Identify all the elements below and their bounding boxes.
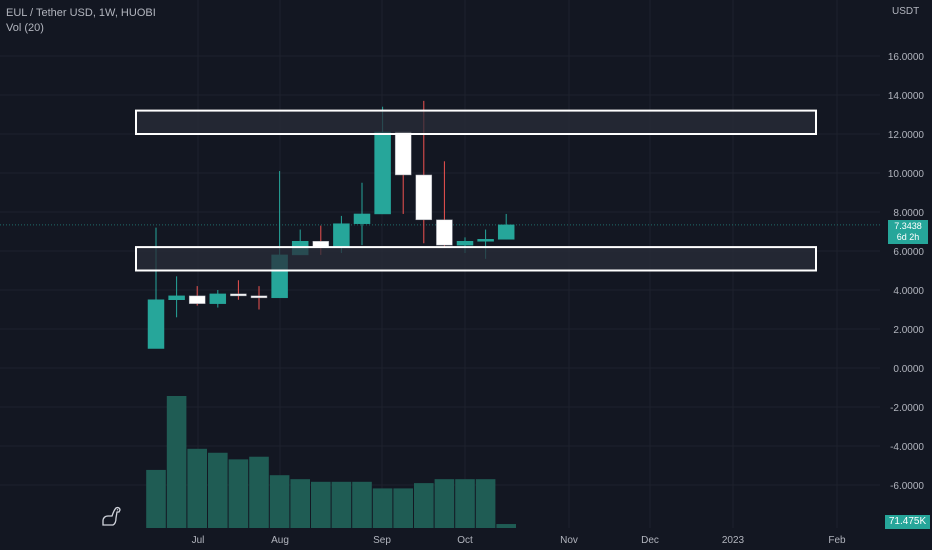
volume-bar bbox=[290, 479, 310, 528]
candle-body bbox=[209, 293, 227, 304]
volume-indicator-label[interactable]: Vol (20) bbox=[6, 22, 44, 34]
x-axis-tick-label: 2023 bbox=[722, 535, 745, 546]
volume-bar bbox=[187, 448, 207, 528]
volume-bar bbox=[434, 479, 455, 528]
volume-bar bbox=[166, 396, 187, 528]
candle-body bbox=[333, 223, 350, 248]
y-axis-tick-label: -4.0000 bbox=[890, 442, 924, 453]
price-zone-rectangle bbox=[135, 246, 817, 272]
candle-body bbox=[415, 174, 433, 221]
candle-body bbox=[147, 299, 165, 349]
symbol-title[interactable]: EUL / Tether USD, 1W, HUOBI bbox=[6, 7, 156, 19]
y-axis-tick-label: 6.0000 bbox=[893, 247, 924, 258]
volume-bar bbox=[414, 483, 434, 528]
candle-body bbox=[250, 295, 268, 299]
y-axis-tick-label: 4.0000 bbox=[893, 286, 924, 297]
x-axis-tick-label: Dec bbox=[641, 535, 659, 546]
chart-legend: EUL / Tether USD, 1W, HUOBI Vol (20) bbox=[6, 6, 156, 36]
y-axis-tick-label: -6.0000 bbox=[890, 481, 924, 492]
volume-bar bbox=[269, 475, 290, 528]
volume-bar bbox=[311, 481, 331, 528]
y-axis-tick-label: -2.0000 bbox=[890, 403, 924, 414]
tradingview-logo-icon[interactable] bbox=[100, 504, 124, 528]
y-axis-tick-label: 14.0000 bbox=[888, 91, 925, 102]
candle-body bbox=[477, 239, 494, 242]
candle-body bbox=[188, 295, 206, 304]
volume-bar bbox=[331, 481, 352, 528]
candle-body bbox=[353, 213, 371, 224]
volume-bar bbox=[228, 459, 249, 528]
candle-body bbox=[168, 295, 185, 301]
volume-bar bbox=[455, 479, 475, 528]
volume-bar bbox=[146, 469, 166, 528]
volume-bar bbox=[208, 452, 228, 528]
x-axis-tick-label: Feb bbox=[828, 535, 846, 546]
y-axis-tick-label: 16.0000 bbox=[888, 52, 925, 63]
x-axis-tick-label: Oct bbox=[457, 535, 473, 546]
bar-countdown: 6d 2h bbox=[896, 232, 920, 242]
y-axis-tick-label: 0.0000 bbox=[893, 364, 924, 375]
volume-bar bbox=[352, 481, 372, 528]
candle-body bbox=[456, 241, 474, 246]
last-volume-tag: 71.475K bbox=[885, 515, 930, 529]
volume-bar bbox=[475, 479, 496, 528]
x-axis-tick-label: Aug bbox=[271, 535, 289, 546]
candle-body bbox=[497, 224, 515, 240]
price-zone-rectangle bbox=[135, 109, 817, 135]
volume-bar bbox=[372, 488, 393, 528]
x-axis-tick-label: Jul bbox=[192, 535, 205, 546]
volume-bar bbox=[249, 456, 269, 528]
y-axis-tick-label: 12.0000 bbox=[888, 130, 925, 141]
candle-body bbox=[374, 131, 391, 215]
last-price-tag: 7.3438 6d 2h bbox=[888, 220, 928, 244]
currency-label: USDT bbox=[892, 6, 920, 17]
candle-body bbox=[230, 293, 247, 297]
x-axis-tick-label: Nov bbox=[560, 535, 578, 546]
volume-bar bbox=[393, 488, 413, 528]
x-axis-tick-label: Sep bbox=[373, 535, 391, 546]
volume-bar bbox=[496, 524, 516, 528]
y-axis-tick-label: 2.0000 bbox=[893, 325, 924, 336]
last-price-value: 7.3438 bbox=[894, 221, 922, 231]
candle-body bbox=[436, 219, 453, 246]
y-axis-tick-label: 10.0000 bbox=[888, 169, 925, 180]
y-axis-tick-label: 8.0000 bbox=[893, 208, 924, 219]
candle-body bbox=[394, 131, 412, 176]
